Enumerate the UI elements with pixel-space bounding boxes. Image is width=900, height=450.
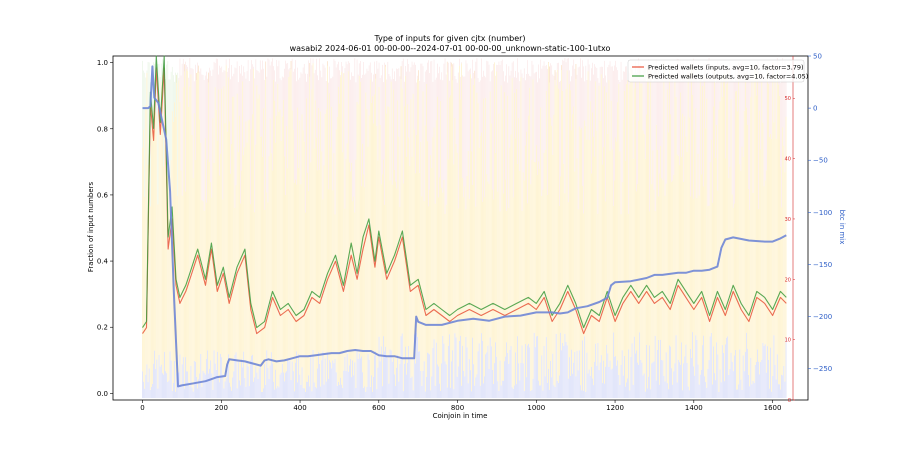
x-axis: 0 200 400 600 800 1000 1200 1400 1600 (140, 400, 781, 412)
x-tick-label: 200 (215, 404, 228, 412)
series-line-1 (142, 55, 787, 329)
y-blue-tick-label: 0 (813, 105, 817, 113)
legend-box (627, 59, 805, 83)
y-blue-tick-label: −50 (813, 157, 828, 165)
y-tick-label: 0.4 (97, 258, 109, 266)
x-tick-label: 1200 (606, 404, 624, 412)
legend-label: Predicted wallets (outputs, avg=10, fact… (648, 72, 808, 80)
y-red-tick-label: 0 (788, 398, 791, 404)
x-tick-label: 600 (372, 404, 385, 412)
y-blue-tick-label: −100 (813, 209, 832, 217)
y-tick-label: 1.0 (97, 59, 108, 67)
y-axis-left: 0.0 0.2 0.4 0.6 0.8 1.0 (97, 59, 113, 398)
legend-label: Predicted wallets (inputs, avg=10, facto… (648, 63, 804, 71)
legend: Predicted wallets (inputs, avg=10, facto… (627, 59, 808, 83)
y-red-tick-label: 50 (785, 96, 791, 102)
y-axis-blue: 50 0 −50 −100 −150 −200 −250 (808, 53, 832, 373)
x-tick-label: 1400 (685, 404, 703, 412)
y-tick-label: 0.2 (97, 324, 108, 332)
series-line-2 (142, 65, 787, 388)
y-tick-label: 0.8 (97, 125, 108, 133)
chart-subtitle: wasabi2 2024-06-01 00-00-00--2024-07-01 … (290, 44, 611, 53)
x-axis-label: Coinjoin in time (433, 412, 488, 420)
y-red-tick-label: 30 (785, 217, 791, 223)
y-tick-label: 0.6 (97, 191, 109, 199)
y-blue-tick-label: −200 (813, 313, 832, 321)
y-red-tick-label: 10 (785, 338, 791, 344)
y-blue-tick-label: −250 (813, 365, 832, 373)
x-tick-label: 800 (451, 404, 464, 412)
series-line-0 (142, 67, 787, 335)
x-tick-label: 1600 (764, 404, 782, 412)
y-blue-tick-label: −150 (813, 261, 832, 269)
y-red-tick-label: 40 (785, 157, 791, 163)
background-bars (142, 58, 787, 398)
y-red-tick-label: 20 (785, 277, 791, 283)
chart-title: Type of inputs for given cjtx (number) (373, 34, 525, 43)
y-axis-red: 0 10 20 30 40 50 (785, 56, 795, 404)
y-blue-tick-label: 50 (813, 53, 822, 61)
x-tick-label: 400 (293, 404, 306, 412)
x-tick-label: 0 (140, 404, 144, 412)
y-tick-label: 0.0 (97, 390, 108, 398)
y-axis-label: Fraction of input numbers (87, 181, 95, 272)
plot-frame (112, 55, 809, 401)
y2-axis-label: btc in mix (838, 210, 846, 245)
x-tick-label: 1000 (527, 404, 545, 412)
series-lines (142, 55, 787, 388)
